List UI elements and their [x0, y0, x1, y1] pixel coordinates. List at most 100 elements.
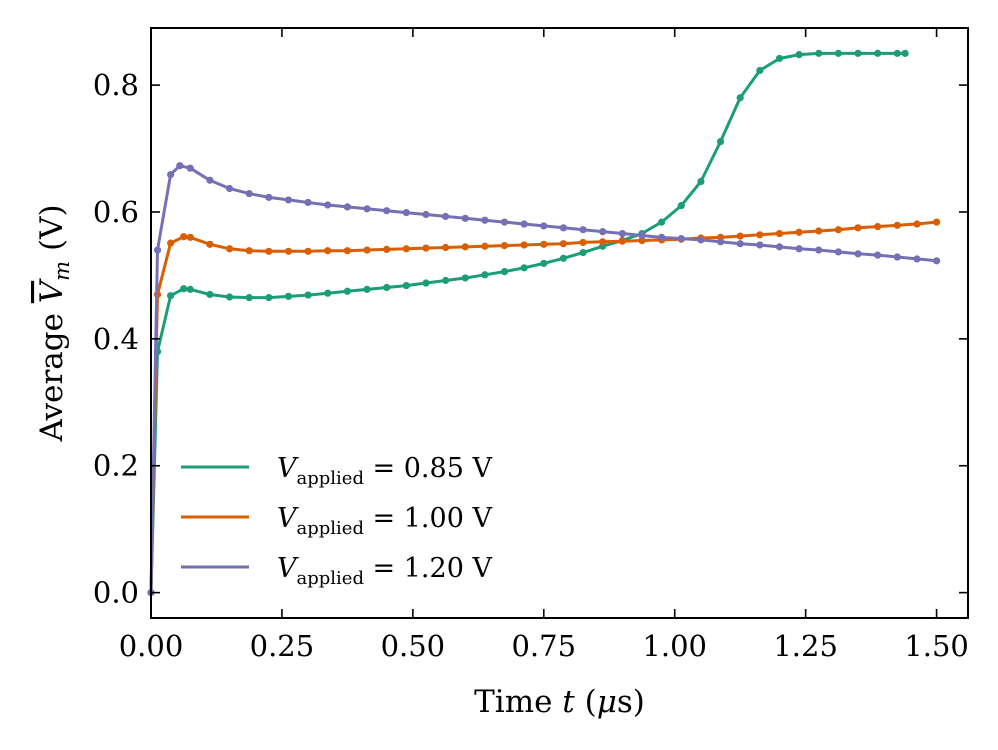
data-point — [304, 198, 312, 207]
data-point — [775, 54, 784, 63]
data-point — [481, 271, 489, 279]
data-point — [540, 222, 548, 230]
data-point — [579, 226, 587, 234]
data-point — [775, 229, 784, 238]
data-point — [815, 227, 823, 235]
series-line-0 — [149, 51, 906, 593]
data-point — [795, 51, 803, 59]
legend-label-0-rest: = 0.85 V — [364, 453, 492, 484]
series-2 — [147, 162, 941, 597]
data-point — [932, 257, 941, 265]
data-point — [893, 49, 901, 57]
x-tick-label: 0.50 — [381, 629, 446, 663]
y-tick-label: 0.4 — [93, 322, 139, 356]
data-point — [481, 216, 489, 224]
data-point — [284, 292, 293, 300]
y-tick-label: 0.0 — [93, 576, 139, 610]
data-point — [795, 245, 803, 253]
legend-label-1: Vapplied = 1.00 V — [277, 503, 492, 539]
data-point — [697, 177, 705, 186]
y-axis-label: Average Vm (V) — [34, 204, 74, 442]
data-point — [441, 212, 450, 221]
data-point — [265, 294, 273, 302]
legend: Vapplied = 0.85 V Vapplied = 1.00 V Vapp… — [181, 453, 492, 589]
data-point — [383, 207, 391, 215]
data-point — [736, 240, 744, 248]
data-point — [736, 94, 744, 102]
data-point — [559, 240, 568, 248]
x-tick-label: 1.50 — [904, 629, 969, 663]
data-point — [461, 214, 469, 222]
data-point — [245, 247, 253, 255]
data-point — [874, 222, 882, 231]
data-point — [756, 231, 764, 239]
data-point — [716, 137, 725, 146]
y-tick-label: 0.8 — [93, 68, 139, 102]
data-point — [579, 248, 587, 257]
legend-entry-2: Vapplied = 1.20 V — [181, 553, 492, 589]
data-point — [441, 276, 450, 285]
data-point — [893, 253, 901, 261]
data-point — [324, 247, 332, 255]
data-point — [638, 236, 646, 245]
data-point — [893, 221, 901, 229]
data-point — [461, 274, 469, 282]
data-point — [225, 184, 234, 193]
data-point — [206, 176, 214, 184]
data-point — [343, 287, 351, 295]
legend-label-2-rest: = 1.20 V — [364, 553, 492, 584]
data-point — [559, 224, 568, 232]
data-point — [363, 285, 371, 293]
data-point — [180, 285, 188, 293]
data-point — [186, 164, 194, 172]
data-point — [500, 242, 509, 250]
series-line-1 — [149, 220, 937, 593]
data-point — [520, 264, 528, 272]
data-point — [167, 292, 175, 300]
data-point — [599, 238, 607, 246]
data-point — [324, 201, 332, 209]
legend-label-1-var: V — [277, 503, 299, 534]
y-axis-label-prefix: Average — [34, 303, 70, 442]
data-point — [422, 279, 430, 287]
data-point — [343, 203, 351, 211]
data-point — [932, 218, 941, 226]
data-point — [520, 241, 528, 249]
legend-entry-0: Vapplied = 0.85 V — [181, 453, 492, 489]
data-point — [402, 245, 410, 253]
data-point — [834, 49, 842, 57]
legend-entry-1: Vapplied = 1.00 V — [181, 503, 492, 539]
data-point — [697, 236, 705, 244]
data-point — [559, 254, 568, 262]
legend-label-1-rest: = 1.00 V — [364, 503, 492, 534]
x-axis-label-unit-rest: s) — [617, 684, 645, 720]
data-point — [795, 228, 803, 236]
legend-label-2-var: V — [277, 553, 299, 584]
data-point — [756, 66, 764, 75]
data-point — [265, 193, 273, 201]
data-point — [304, 291, 312, 299]
data-point — [540, 240, 548, 248]
data-point — [153, 246, 162, 254]
data-point — [225, 245, 234, 253]
data-point — [716, 238, 725, 246]
legend-label-2-sub: applied — [297, 568, 364, 589]
data-point — [854, 250, 862, 258]
data-point — [913, 220, 921, 228]
y-axis-label-sub: m — [50, 261, 74, 281]
data-point — [186, 285, 194, 293]
data-point — [167, 239, 175, 247]
data-point — [265, 247, 273, 255]
y-axis-label-var: V — [34, 277, 70, 303]
data-point — [363, 246, 371, 254]
x-tick-label: 0.75 — [511, 629, 576, 663]
data-point — [874, 49, 882, 57]
data-point — [441, 243, 450, 252]
x-axis-label-mu: μ — [597, 684, 617, 720]
series-0 — [147, 49, 909, 597]
data-point — [167, 170, 175, 179]
data-point — [304, 247, 312, 255]
x-axis-label-unit-open: ( — [575, 684, 597, 720]
data-point — [481, 242, 489, 250]
data-point — [520, 220, 528, 228]
